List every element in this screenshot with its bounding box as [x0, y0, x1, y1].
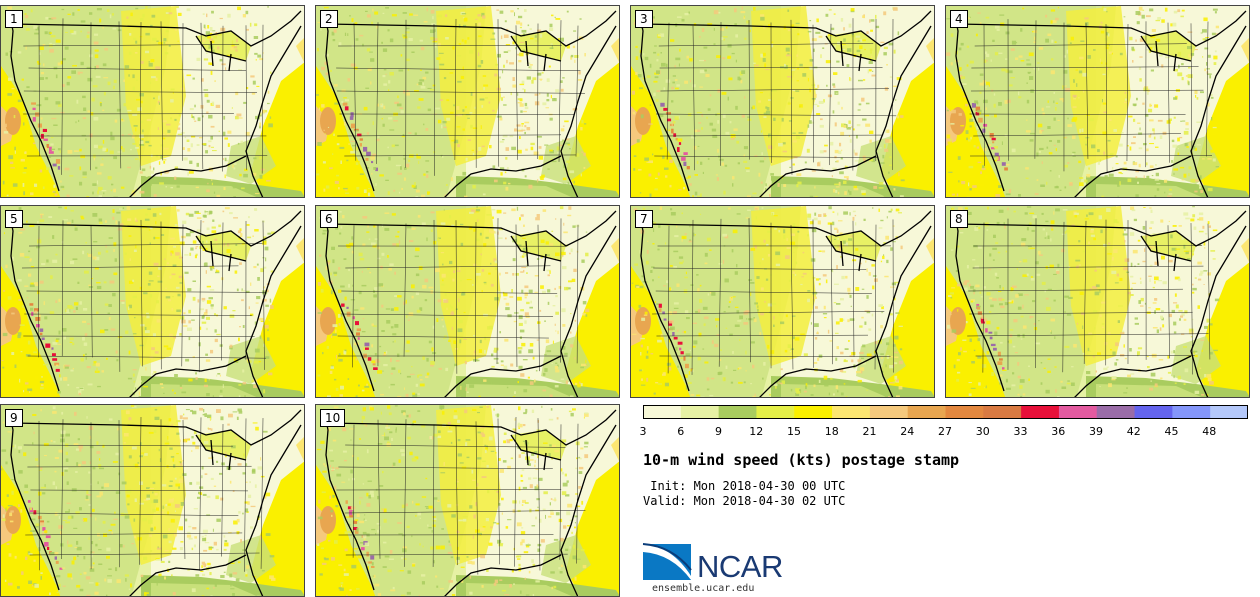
colorbar-segment	[1058, 405, 1098, 419]
colorbar-frame	[643, 405, 1248, 419]
member-number-label: 4	[950, 10, 968, 28]
map-panel: 7	[630, 205, 935, 398]
colorbar-segment	[1172, 405, 1211, 419]
map-panel: 4	[945, 5, 1250, 198]
colorbar-tick-label: 24	[900, 425, 915, 438]
valid-time: Valid: Mon 2018-04-30 02 UTC	[643, 494, 846, 508]
colorbar-segment	[1096, 405, 1136, 419]
colorbar-segment	[718, 405, 757, 419]
map-panel: 2	[315, 5, 620, 198]
colorbar-tick-label: 21	[862, 425, 877, 438]
colorbar-tick-label: 30	[975, 425, 990, 438]
colorbar-tick-label: 33	[1013, 425, 1028, 438]
colorbar-tick-label: 18	[824, 425, 839, 438]
member-number-label: 5	[5, 210, 23, 228]
colorbar-segment	[1134, 405, 1173, 419]
colorbar-tick-label: 39	[1089, 425, 1103, 438]
site-url[interactable]: ensemble.ucar.edu	[652, 583, 755, 594]
colorbar-segment	[832, 405, 871, 419]
colorbar-segment	[1210, 405, 1248, 419]
colorbar-segment	[983, 405, 1022, 419]
member-number-label: 6	[320, 210, 338, 228]
colorbar-tick-label: 36	[1051, 425, 1066, 438]
colorbar-segment	[869, 405, 909, 419]
member-number-label: 8	[950, 210, 968, 228]
colorbar	[643, 405, 1248, 419]
colorbar-tick-label: 15	[787, 425, 801, 438]
member-number-label: 3	[635, 10, 653, 28]
colorbar-segment	[756, 405, 795, 419]
map-panel: 1	[0, 5, 305, 198]
colorbar-segment	[643, 405, 682, 419]
colorbar-tick-label: 48	[1202, 425, 1217, 438]
map-panel: 9	[0, 404, 305, 597]
map-panel: 5	[0, 205, 305, 398]
member-number-label: 2	[320, 10, 338, 28]
colorbar-tick-label: 27	[938, 425, 952, 438]
member-number-label: 10	[320, 409, 346, 427]
member-number-label: 9	[5, 409, 23, 427]
colorbar-segment	[680, 405, 720, 419]
init-time: Init: Mon 2018-04-30 00 UTC	[643, 479, 846, 493]
chart-title: 10-m wind speed (kts) postage stamp	[643, 451, 960, 469]
map-panel: 8	[945, 205, 1250, 398]
colorbar-tick-label: 6	[677, 425, 685, 438]
map-panel: 6	[315, 205, 620, 398]
colorbar-segment	[794, 405, 833, 419]
colorbar-tick-label: 3	[639, 425, 647, 438]
member-number-label: 7	[635, 210, 653, 228]
logo-wordmark: NCAR	[697, 549, 783, 584]
colorbar-tick-label: 9	[715, 425, 722, 438]
map-panel: 3	[630, 5, 935, 198]
colorbar-tick-label: 45	[1164, 425, 1179, 438]
colorbar-segment	[907, 405, 946, 419]
colorbar-tick-label: 12	[749, 425, 764, 438]
colorbar-segment	[945, 405, 984, 419]
map-panel: 10	[315, 404, 620, 597]
ncar-logo-icon	[642, 543, 692, 580]
member-number-label: 1	[5, 10, 23, 28]
colorbar-tick-label: 42	[1126, 425, 1141, 438]
colorbar-segment	[1021, 405, 1060, 419]
